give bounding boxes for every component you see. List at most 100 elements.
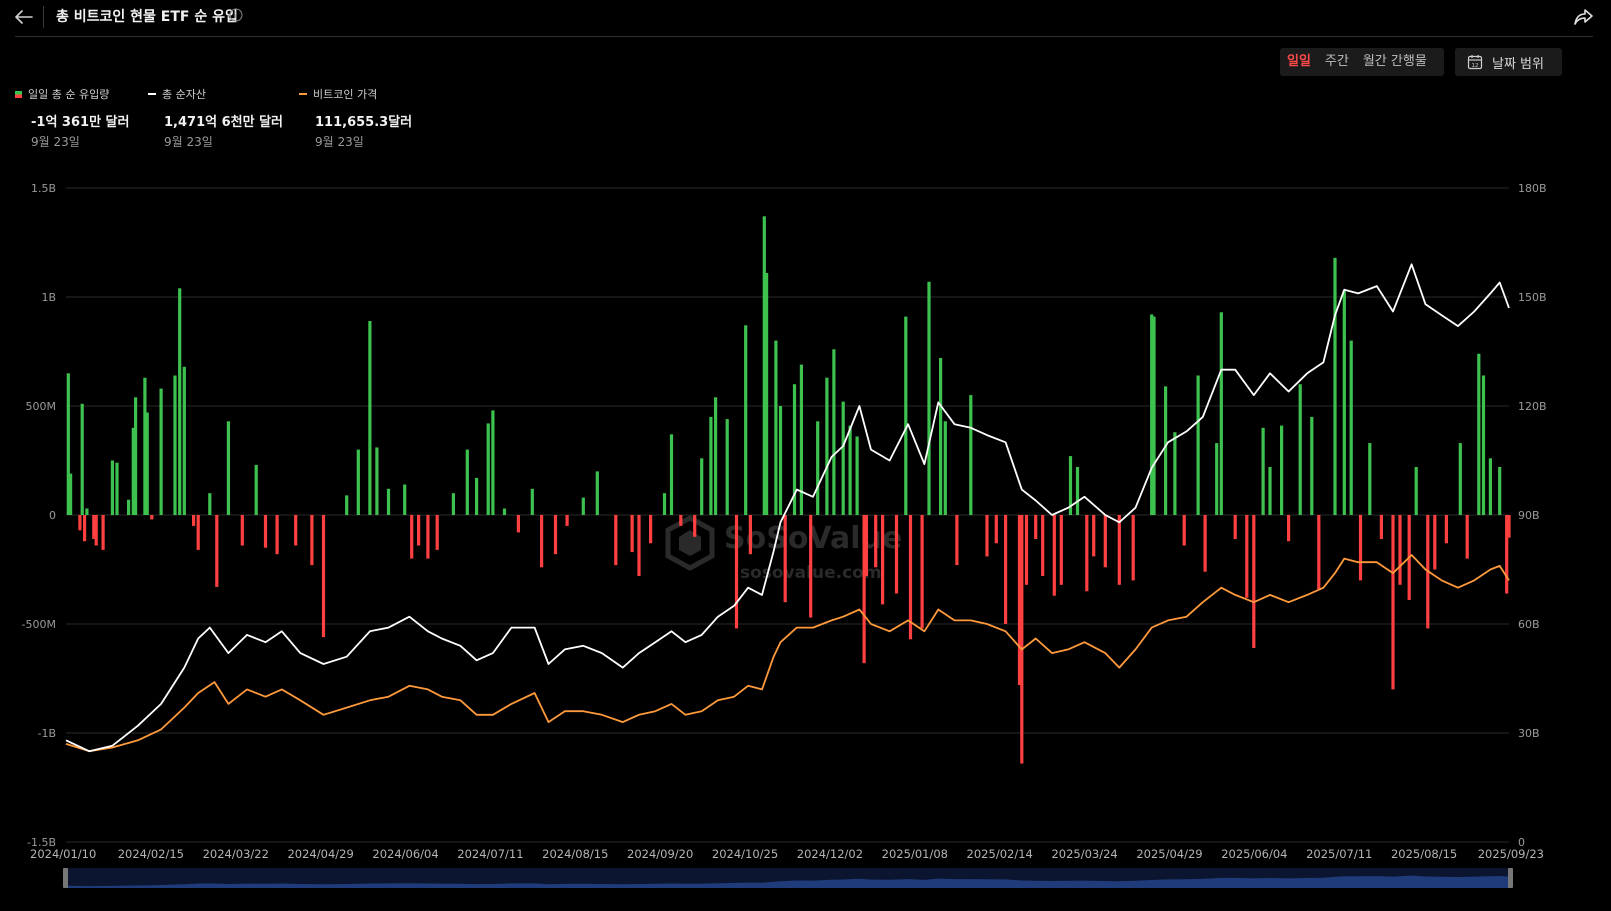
flow-bar[interactable]: [1310, 416, 1314, 515]
flow-bar[interactable]: [263, 515, 268, 548]
period-monthly-button[interactable]: 월간 간행물: [1362, 54, 1427, 69]
flow-bar[interactable]: [145, 412, 149, 516]
flow-bar[interactable]: [1182, 515, 1186, 546]
flow-bar[interactable]: [1488, 458, 1492, 515]
flow-bar[interactable]: [127, 499, 131, 515]
flow-bar[interactable]: [530, 488, 534, 515]
flow-bar[interactable]: [1017, 515, 1022, 685]
flow-bar[interactable]: [178, 288, 182, 515]
flow-bar[interactable]: [1368, 443, 1372, 515]
flow-bar[interactable]: [240, 515, 244, 546]
flow-bar[interactable]: [368, 321, 372, 515]
flow-bar[interactable]: [816, 421, 820, 515]
flow-bar[interactable]: [669, 434, 674, 515]
flow-bar[interactable]: [734, 515, 739, 629]
flow-bar[interactable]: [943, 421, 947, 515]
flow-bar[interactable]: [894, 515, 899, 594]
flow-bar[interactable]: [1280, 425, 1284, 515]
flow-bar[interactable]: [310, 515, 314, 566]
back-button[interactable]: [10, 4, 38, 30]
flow-bar[interactable]: [969, 395, 973, 515]
flow-bar[interactable]: [215, 515, 219, 587]
flow-bar[interactable]: [131, 427, 135, 515]
flow-bar[interactable]: [1219, 312, 1223, 515]
navigator-right-handle[interactable]: [1508, 868, 1513, 888]
flow-bar[interactable]: [1287, 515, 1291, 542]
flow-bar[interactable]: [1245, 515, 1249, 598]
flow-bar[interactable]: [939, 358, 943, 515]
flow-bar[interactable]: [1233, 515, 1237, 539]
flow-bar[interactable]: [1004, 515, 1008, 624]
flow-bar[interactable]: [1477, 353, 1481, 515]
flow-bar[interactable]: [275, 515, 279, 555]
flow-bar[interactable]: [426, 515, 430, 559]
flow-bar[interactable]: [1333, 257, 1337, 515]
flow-bar[interactable]: [1505, 515, 1509, 594]
flow-bar[interactable]: [226, 421, 230, 515]
flow-bar[interactable]: [83, 515, 87, 542]
flow-bar[interactable]: [748, 515, 752, 555]
flow-bar[interactable]: [356, 449, 360, 515]
flow-bar[interactable]: [1085, 515, 1089, 592]
flow-bar[interactable]: [1414, 467, 1418, 515]
flow-bar[interactable]: [637, 515, 641, 576]
legend-btc-price[interactable]: 비트코인 가격 111,655.3달러 9월 23일: [299, 86, 412, 150]
flow-bar[interactable]: [1152, 316, 1156, 515]
legend-net-assets[interactable]: 총 순자산 1,471억 6천만 달러 9월 23일: [148, 86, 283, 150]
flow-bar[interactable]: [1465, 515, 1469, 559]
flow-bar[interactable]: [1391, 515, 1395, 690]
flow-bar[interactable]: [783, 515, 787, 603]
flow-bar[interactable]: [101, 515, 105, 550]
flow-bar[interactable]: [848, 425, 852, 515]
flow-bar[interactable]: [516, 515, 520, 533]
flow-bar[interactable]: [451, 493, 455, 515]
flow-bar[interactable]: [1458, 443, 1462, 515]
flow-bar[interactable]: [435, 515, 439, 550]
flow-bar[interactable]: [173, 375, 177, 516]
flow-bar[interactable]: [920, 515, 924, 629]
flow-bar[interactable]: [92, 515, 96, 539]
flow-bar[interactable]: [1117, 515, 1121, 585]
flow-bar[interactable]: [679, 515, 683, 526]
flow-bar[interactable]: [855, 436, 859, 516]
flow-bar[interactable]: [69, 473, 73, 515]
flow-bar[interactable]: [762, 216, 766, 516]
flow-bar[interactable]: [85, 508, 89, 516]
flow-bar[interactable]: [881, 515, 885, 605]
flow-bar[interactable]: [465, 449, 469, 515]
flow-bar[interactable]: [1298, 384, 1302, 515]
flow-bar[interactable]: [1358, 515, 1363, 581]
flow-bar[interactable]: [581, 497, 585, 515]
btc-price-line[interactable]: [65, 554, 1510, 753]
flow-bar[interactable]: [553, 515, 558, 555]
flow-bar[interactable]: [502, 508, 507, 516]
flow-bar[interactable]: [1203, 515, 1207, 572]
info-icon[interactable]: [229, 8, 243, 22]
flow-bar[interactable]: [1052, 515, 1056, 596]
flow-bar[interactable]: [1481, 375, 1486, 516]
flow-bar[interactable]: [159, 388, 163, 515]
flow-bar[interactable]: [182, 366, 186, 515]
flow-bar[interactable]: [709, 416, 713, 515]
flow-bar[interactable]: [614, 515, 618, 566]
flow-bar[interactable]: [927, 281, 931, 515]
flow-bar[interactable]: [595, 471, 599, 515]
flow-bar[interactable]: [491, 410, 495, 515]
flow-bar[interactable]: [143, 377, 147, 515]
flow-bar[interactable]: [294, 515, 298, 546]
flow-bar[interactable]: [345, 495, 349, 515]
flow-bar[interactable]: [1252, 515, 1256, 648]
flow-bar[interactable]: [765, 273, 769, 515]
flow-bar[interactable]: [649, 515, 653, 544]
flow-bar[interactable]: [1317, 515, 1321, 590]
flow-bar[interactable]: [841, 401, 845, 515]
flow-bar[interactable]: [1215, 443, 1219, 515]
flow-bar[interactable]: [1507, 515, 1511, 538]
flow-bar[interactable]: [862, 515, 866, 664]
flow-bar[interactable]: [417, 515, 421, 546]
flow-bar[interactable]: [386, 488, 391, 515]
flow-bar[interactable]: [375, 447, 379, 515]
flow-bar[interactable]: [1173, 432, 1177, 515]
flow-bar[interactable]: [874, 515, 878, 568]
